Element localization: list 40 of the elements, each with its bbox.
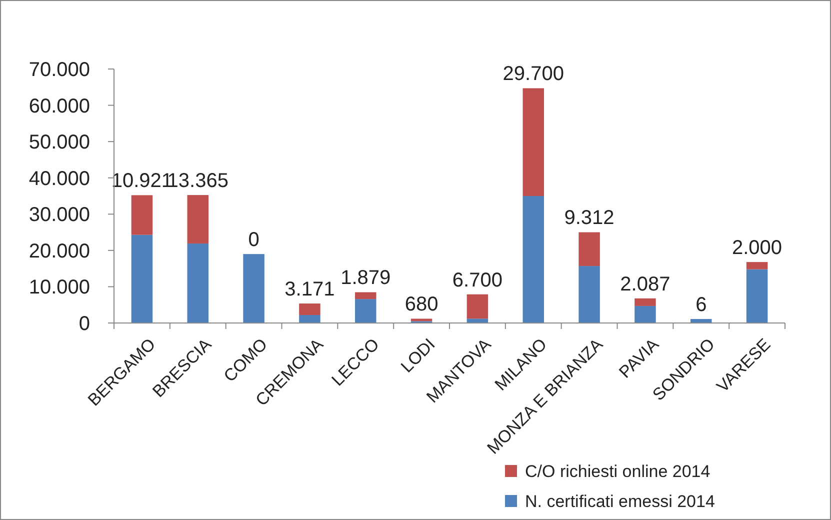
y-tick-label: 40.000 [28,168,90,190]
y-tick-label: 30.000 [28,204,90,226]
bar [355,299,376,323]
bar [187,244,208,323]
y-tick-label: 0 [78,313,90,335]
bar [634,298,656,306]
data-label: 2.000 [732,237,782,260]
bar [522,196,544,323]
bar [410,318,432,322]
bar [466,318,488,323]
data-label: 1.879 [340,267,391,290]
y-tick-label: 50.000 [28,132,90,154]
y-tick-label: 20.000 [28,240,90,262]
bar [187,195,208,244]
bar [634,306,656,323]
bar [131,234,153,323]
data-label: 680 [404,294,438,316]
data-label: 9.312 [564,207,614,230]
data-label: 6.700 [452,269,502,292]
bar [522,88,544,196]
data-label: 2.087 [620,273,670,296]
bar [466,294,488,319]
bar [131,195,153,235]
data-label: 0 [248,229,260,252]
legend-label: C/O richiesti online 2014 [525,462,710,481]
y-tick-label: 70.000 [28,59,90,81]
bar [746,269,768,323]
data-label: 29.700 [502,63,564,86]
bar [578,232,600,266]
bar [578,266,600,323]
bar [355,292,376,300]
y-tick-label: 10.000 [28,276,90,299]
legend-label: N. certificati emessi 2014 [525,492,715,511]
bar [746,262,768,270]
bar [243,254,264,323]
data-label: 6 [696,294,707,316]
bar [299,304,320,316]
data-label: 3.171 [284,278,335,301]
bar [299,315,320,323]
y-tick-label: 60.000 [28,95,90,118]
